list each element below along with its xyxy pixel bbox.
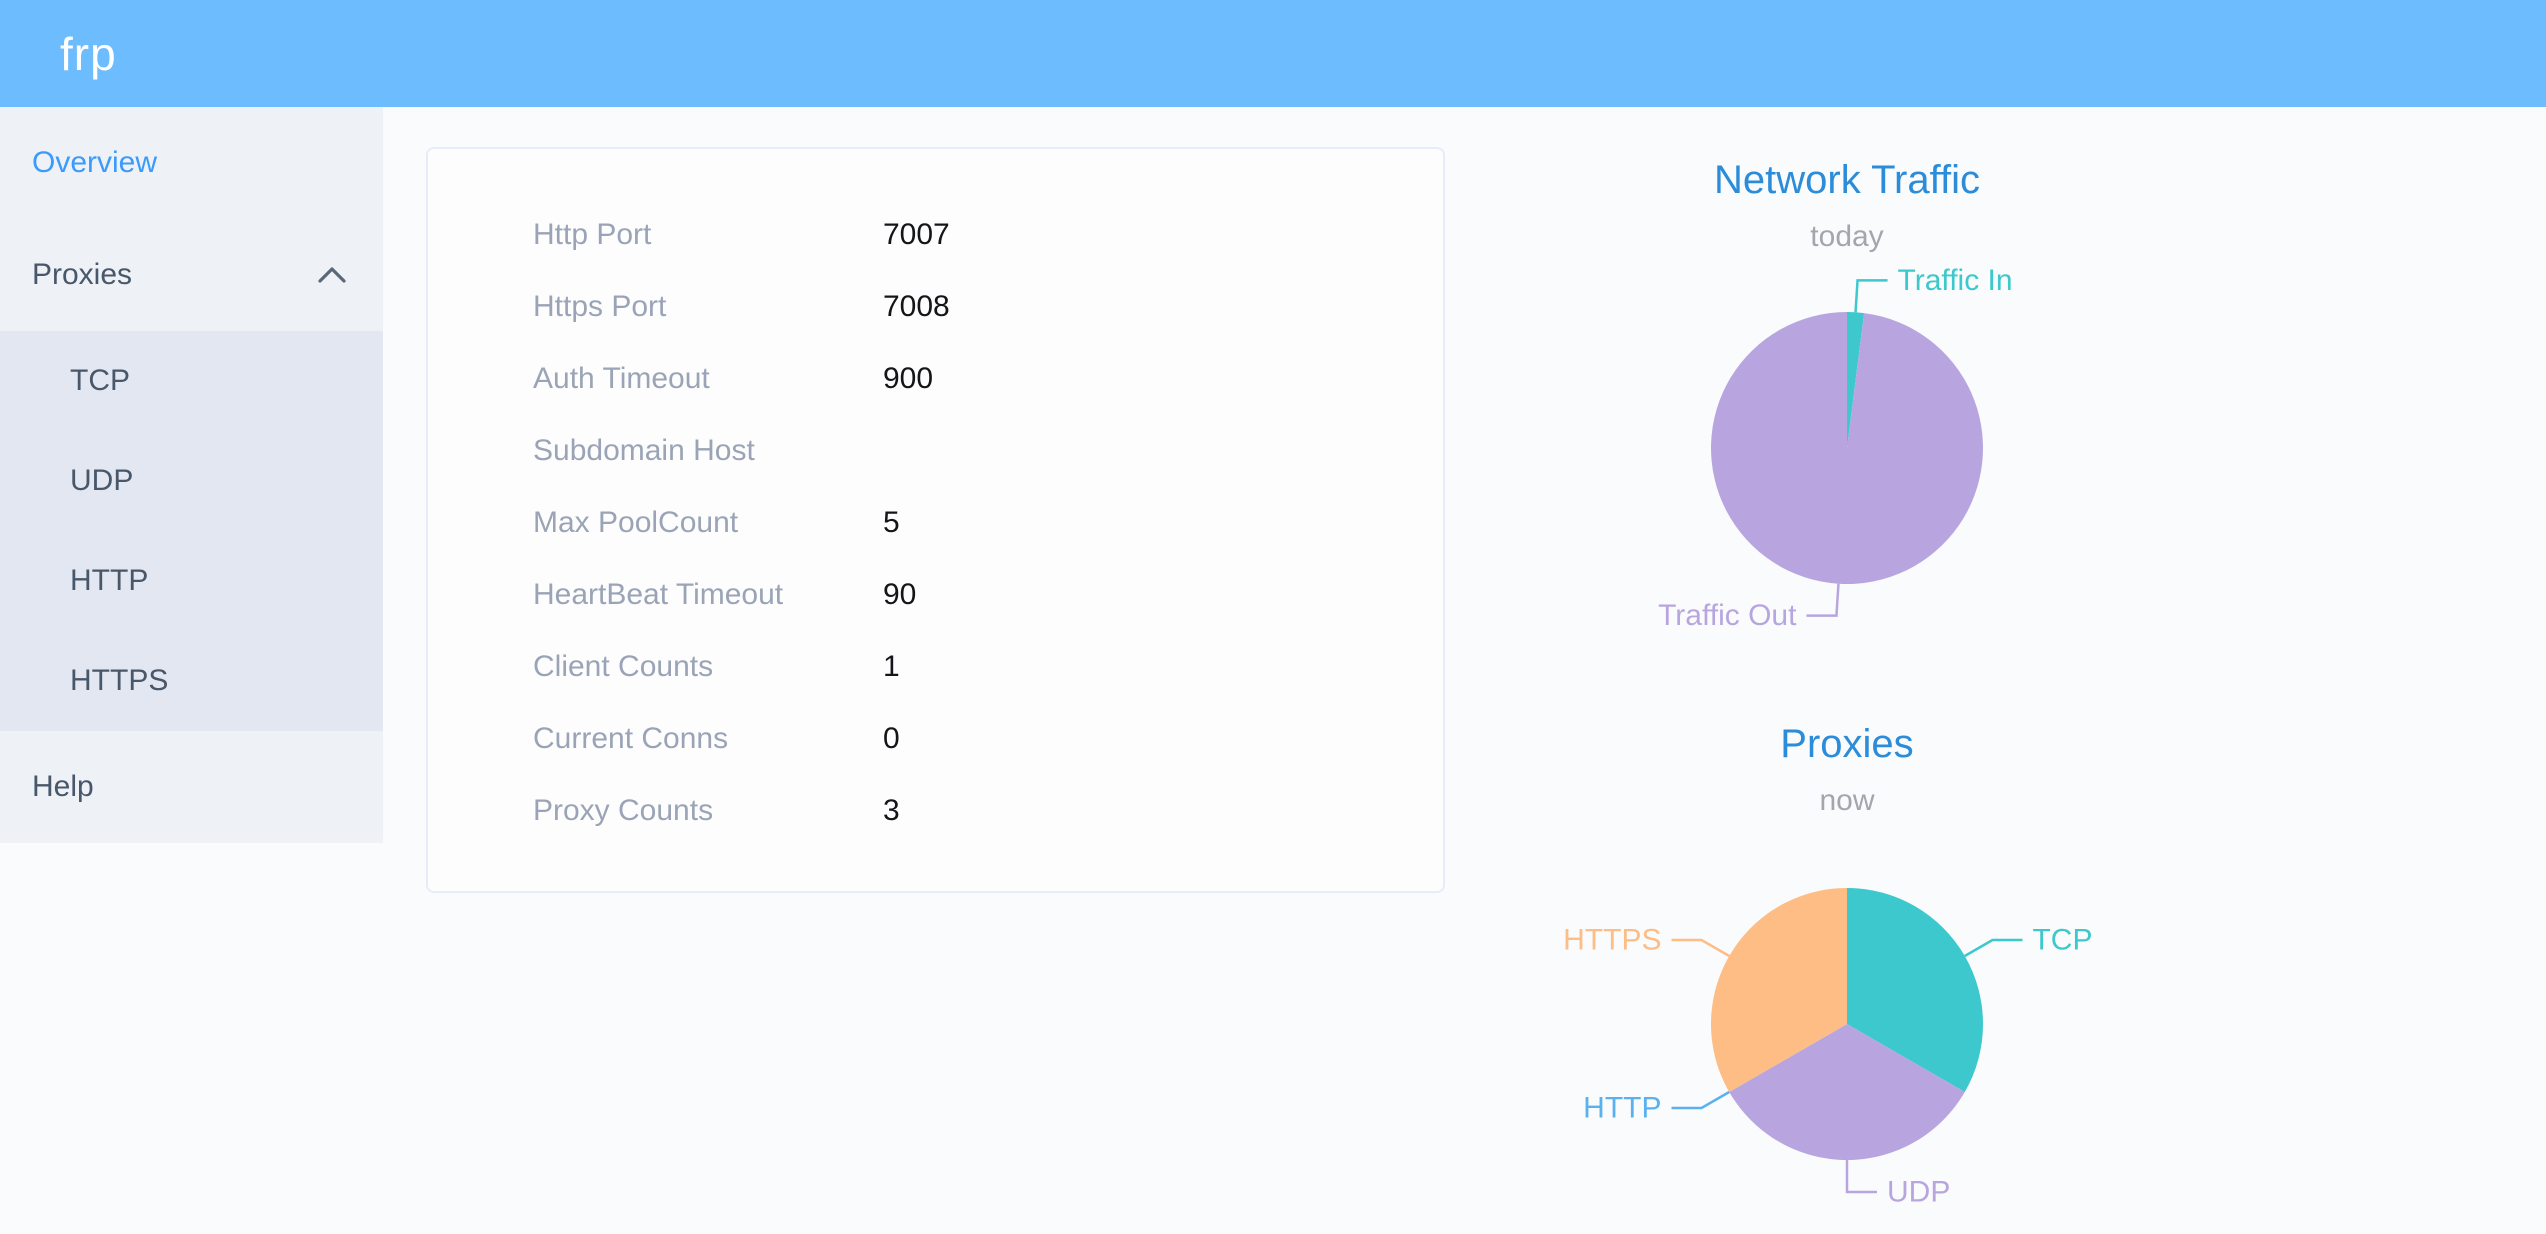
info-row-https-port: Https Port 7008: [533, 271, 1443, 343]
sidebar-item-label: Proxies: [32, 258, 133, 291]
sidebar-item-proxies[interactable]: Proxies: [0, 219, 383, 331]
pie-label-udp: UDP: [1887, 1176, 1950, 1209]
sidebar-item-http[interactable]: HTTP: [0, 531, 383, 631]
pie-label-traffic-in: Traffic In: [1898, 264, 2013, 297]
pie-label-line: [1854, 279, 1888, 313]
pie-label-line: [1671, 938, 1730, 958]
sidebar-item-https[interactable]: HTTPS: [0, 631, 383, 731]
info-value: 5: [883, 506, 900, 539]
info-label: Subdomain Host: [533, 434, 755, 467]
info-label: Current Conns: [533, 722, 729, 755]
sidebar-item-label: HTTPS: [70, 664, 169, 697]
pie-label-tcp: TCP: [2032, 924, 2092, 957]
info-label: Proxy Counts: [533, 794, 714, 827]
sidebar-item-udp[interactable]: UDP: [0, 431, 383, 531]
sidebar-item-label: UDP: [70, 464, 134, 497]
chart-subtitle: today: [1810, 220, 1884, 253]
info-value: 90: [883, 578, 917, 611]
network-traffic-pie: Traffic In Traffic Out: [1658, 264, 2013, 632]
app-header: frp: [0, 0, 2546, 107]
info-label: HeartBeat Timeout: [533, 578, 784, 611]
info-row-auth-timeout: Auth Timeout 900: [533, 343, 1443, 415]
info-row-proxy-counts: Proxy Counts 3: [533, 775, 1443, 847]
info-label: Https Port: [533, 290, 667, 323]
info-label: Max PoolCount: [533, 506, 739, 539]
sidebar-submenu-proxies: TCP UDP HTTP HTTPS: [0, 331, 383, 731]
info-row-subdomain-host: Subdomain Host: [533, 415, 1443, 487]
pie-slice-https: [1711, 888, 1847, 1092]
chart-title: Proxies: [1780, 722, 1914, 766]
sidebar: Overview Proxies TCP UDP HTTP HTTPS Help: [0, 107, 383, 843]
chart-network-traffic: Network Traffic today Traffic In Traffic …: [1447, 158, 2247, 660]
sidebar-item-tcp[interactable]: TCP: [0, 331, 383, 431]
info-label: Http Port: [533, 218, 652, 251]
chart-title: Network Traffic: [1714, 158, 1980, 202]
chart-subtitle: now: [1819, 784, 1875, 817]
pie-label-http: HTTP: [1583, 1092, 1661, 1125]
info-row-http-port: Http Port 7007: [533, 199, 1443, 271]
pie-slice-traffic-in: [1847, 312, 1865, 448]
pie-label-line: [1964, 938, 2023, 958]
sidebar-item-label: Help: [32, 770, 94, 803]
server-info-card: Http Port 7007 Https Port 7008 Auth Time…: [426, 147, 1445, 893]
sidebar-item-label: TCP: [70, 364, 130, 397]
info-label: Auth Timeout: [533, 362, 710, 395]
info-row-client-counts: Client Counts 1: [533, 631, 1443, 703]
info-value: 900: [883, 362, 934, 395]
pie-slice-udp: [1729, 1024, 1965, 1160]
app-logo: frp: [60, 27, 117, 80]
info-value: 1: [883, 650, 900, 683]
sidebar-item-overview[interactable]: Overview: [0, 107, 383, 219]
pie-label-https: HTTPS: [1563, 924, 1661, 957]
pie-label-line: [1845, 1160, 1877, 1194]
info-row-current-conns: Current Conns 0: [533, 703, 1443, 775]
pie-slice-traffic-out: [1711, 312, 1983, 584]
chevron-up-icon: [317, 266, 347, 284]
sidebar-item-label: Overview: [32, 146, 158, 179]
info-label: Client Counts: [533, 650, 714, 683]
info-value: 0: [883, 722, 900, 755]
sidebar-item-label: HTTP: [70, 564, 149, 597]
info-row-heartbeat-timeout: HeartBeat Timeout 90: [533, 559, 1443, 631]
pie-slice-tcp: [1847, 888, 1983, 1092]
sidebar-item-help[interactable]: Help: [0, 731, 383, 843]
info-value: 3: [883, 794, 900, 827]
pie-label-line: [1806, 583, 1840, 617]
chart-proxies: Proxies now TCP UDP HTTP HTTPS: [1447, 722, 2247, 1224]
pie-label-traffic-out: Traffic Out: [1658, 599, 1797, 632]
pie-label-line: [1671, 1090, 1730, 1110]
info-row-max-poolcount: Max PoolCount 5: [533, 487, 1443, 559]
info-value: 7008: [883, 290, 950, 323]
proxies-pie: TCP UDP HTTP HTTPS: [1563, 888, 2092, 1209]
info-value: 7007: [883, 218, 950, 251]
